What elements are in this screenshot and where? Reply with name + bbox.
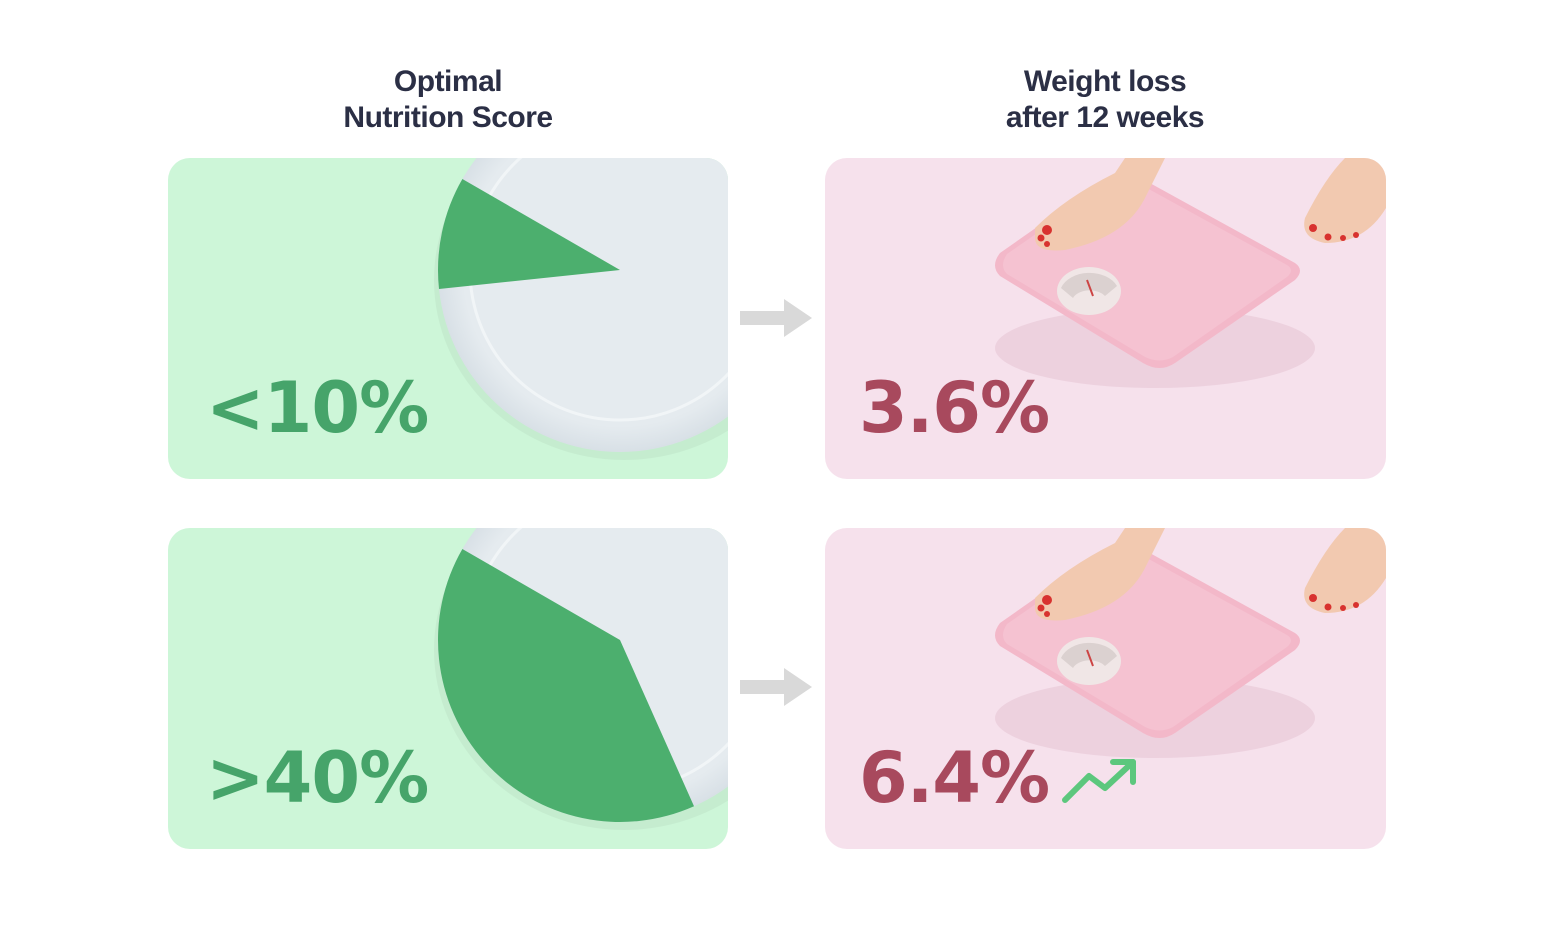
arrow-right-icon	[740, 668, 812, 706]
arrow-right-icon	[740, 299, 812, 337]
weight-loss-card-low: 3.6%	[825, 158, 1386, 479]
weight-loss-card-high: 6.4%	[825, 528, 1386, 849]
heading-line: Nutrition Score	[343, 101, 553, 134]
nutrition-card-high: >40%	[168, 528, 728, 849]
trending-up-icon	[1062, 759, 1136, 803]
plate-fill-wedge	[438, 179, 620, 290]
nutrition-score-value: >40%	[206, 737, 429, 819]
plate-icon	[434, 528, 728, 830]
plate-fill-wedge	[437, 549, 695, 822]
weight-loss-value: 3.6%	[859, 367, 1050, 449]
plate-icon	[434, 158, 728, 460]
nutrition-card-low: <10%	[168, 158, 728, 479]
weight-loss-heading: Weight loss after 12 weeks	[825, 64, 1385, 136]
heading-line: Optimal	[393, 65, 503, 98]
bathroom-scale-icon	[995, 528, 1386, 758]
weight-loss-value: 6.4%	[859, 737, 1050, 819]
heading-line: Weight loss	[1023, 65, 1187, 98]
heading-line: after 12 weeks	[1005, 101, 1205, 134]
nutrition-score-heading: Optimal Nutrition Score	[168, 64, 728, 136]
nutrition-score-value: <10%	[206, 367, 429, 449]
bathroom-scale-icon	[995, 158, 1386, 388]
